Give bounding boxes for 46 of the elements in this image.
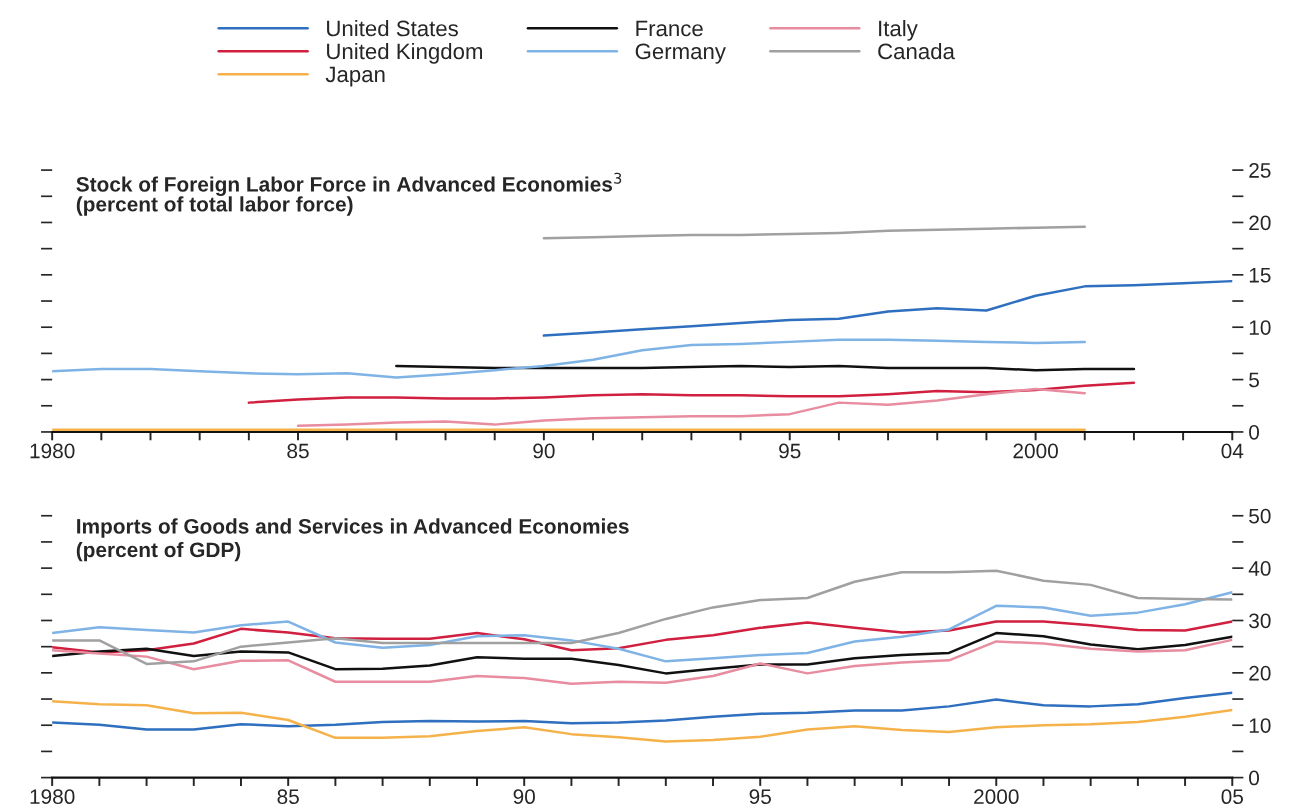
line-series — [542, 225, 1087, 240]
chart-title: Imports of Goods and Services in Advanced Economies — [77, 518, 629, 538]
line-series — [542, 279, 1233, 337]
y-tick-label: 20 — [1249, 665, 1271, 681]
legend-label: France — [636, 20, 703, 37]
legend-label: United States — [327, 20, 458, 37]
line-series — [296, 387, 1087, 427]
y-tick-label: 10 — [1249, 718, 1271, 733]
line-series — [52, 631, 1233, 675]
y-tick-label: 0 — [1249, 424, 1260, 440]
x-tick-label: 2000 — [1013, 443, 1058, 459]
x-tick-label: 85 — [277, 789, 299, 805]
line-series — [52, 590, 1233, 663]
x-tick-label: 05 — [1221, 789, 1243, 805]
y-tick-label: 30 — [1249, 613, 1271, 629]
legend-label: Japan — [325, 66, 385, 87]
y-tick-label: 25 — [1249, 163, 1271, 178]
line-series — [52, 699, 1233, 743]
legend-label: Canada — [878, 42, 955, 60]
y-tick-label: 15 — [1249, 268, 1271, 283]
line-series — [52, 638, 1233, 686]
x-tick-label: 95 — [749, 789, 771, 805]
y-tick-label: 5 — [1249, 372, 1259, 388]
line-series — [247, 381, 1136, 404]
x-tick-label: 04 — [1221, 443, 1244, 459]
legend-label: United Kingdom — [327, 42, 483, 64]
y-tick-label: 20 — [1249, 215, 1271, 231]
line-series — [52, 569, 1233, 666]
y-tick-label: 10 — [1249, 320, 1271, 335]
line-series — [52, 691, 1233, 731]
x-tick-label: 1980 — [30, 443, 75, 459]
x-tick-label: 95 — [779, 443, 801, 459]
x-tick-label: 2000 — [974, 789, 1019, 805]
x-tick-label: 90 — [533, 443, 555, 459]
x-tick-label: 85 — [287, 443, 309, 459]
y-tick-label: 50 — [1249, 508, 1271, 524]
legend-label: Germany — [635, 43, 726, 64]
x-tick-label: 1980 — [30, 789, 75, 805]
x-tick-label: 90 — [513, 789, 535, 805]
text: (percent of total labor force) — [76, 196, 353, 216]
legend-label: Italy — [879, 20, 918, 41]
y-tick-label: 0 — [1249, 770, 1260, 786]
chart-title: Stock of Foreign Labor Force in Advanced Economies$^{3}$ — [76, 172, 622, 196]
text: (percent of GDP) — [76, 541, 241, 562]
line-series — [52, 338, 1087, 379]
y-tick-label: 40 — [1248, 561, 1271, 576]
